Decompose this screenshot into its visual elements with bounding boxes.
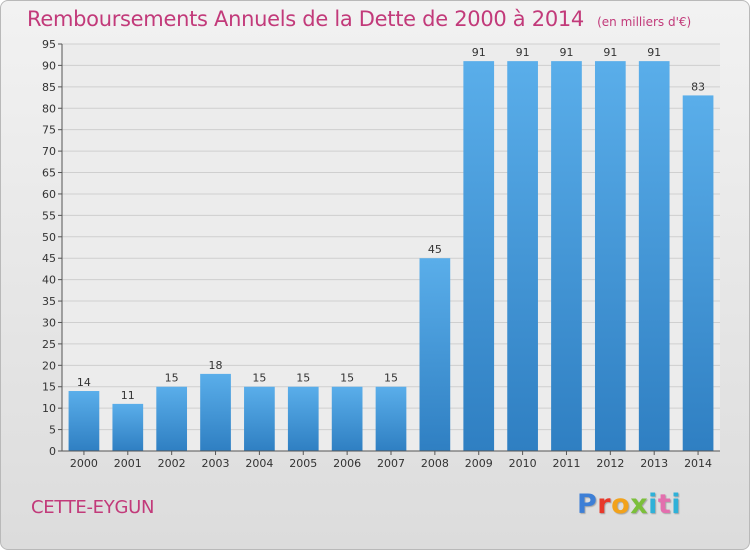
bar-value-label: 15 (252, 372, 266, 385)
chart-unit-note: (en milliers d'€) (597, 15, 692, 29)
bar-value-label: 15 (384, 372, 398, 385)
bar-value-label: 15 (165, 372, 179, 385)
y-tick-label: 5 (49, 424, 56, 437)
bar (200, 373, 231, 451)
logo-letter: P (577, 489, 598, 520)
bar (112, 403, 144, 451)
bar-value-label: 45 (428, 243, 442, 256)
bar (287, 386, 319, 451)
x-tick-label: 2003 (202, 457, 230, 470)
x-tick-label: 2009 (465, 457, 493, 470)
x-tick-label: 2012 (596, 457, 624, 470)
y-tick-label: 0 (49, 445, 56, 458)
bar (551, 61, 582, 451)
chart-title: Remboursements Annuels de la Dette de 20… (27, 7, 584, 31)
y-tick-label: 15 (42, 381, 56, 394)
x-tick-label: 2011 (552, 457, 580, 470)
bar (331, 386, 363, 451)
bar-value-label: 91 (559, 46, 573, 59)
bar (507, 61, 538, 451)
logo-letter: i (648, 489, 658, 520)
x-tick-label: 2000 (70, 457, 98, 470)
bar (68, 391, 100, 451)
y-tick-label: 95 (42, 38, 56, 51)
y-tick-label: 85 (42, 81, 56, 94)
commune-name: CETTE-EYGUN (31, 497, 155, 518)
proxiti-logo: Proxiti (577, 489, 681, 520)
bar (156, 386, 188, 451)
bar (375, 386, 407, 451)
bar-value-label: 91 (603, 46, 617, 59)
x-tick-label: 2004 (245, 457, 273, 470)
bar (244, 386, 275, 451)
y-tick-label: 70 (42, 145, 56, 158)
bar (638, 61, 670, 451)
x-tick-label: 2013 (640, 457, 668, 470)
logo-letter: r (597, 489, 612, 520)
bar-value-label: 15 (296, 372, 310, 385)
y-tick-label: 30 (42, 316, 56, 329)
x-tick-label: 2005 (289, 457, 317, 470)
bar (594, 61, 626, 451)
bar-value-label: 91 (647, 46, 661, 59)
y-tick-label: 40 (42, 274, 56, 287)
y-tick-label: 45 (42, 252, 56, 265)
bar-value-label: 91 (516, 46, 530, 59)
x-tick-label: 2007 (377, 457, 405, 470)
logo-letter: i (671, 489, 682, 520)
bar-value-label: 83 (691, 80, 705, 93)
bar (682, 95, 714, 452)
y-tick-label: 35 (42, 295, 56, 308)
x-tick-label: 2014 (684, 457, 712, 470)
bar-value-label: 91 (472, 46, 486, 59)
logo-letter: x (630, 489, 649, 520)
y-tick-label: 10 (42, 402, 56, 415)
y-tick-label: 75 (42, 124, 56, 137)
bar-value-label: 11 (121, 389, 135, 402)
chart-title-row: Remboursements Annuels de la Dette de 20… (27, 7, 691, 31)
x-tick-label: 2010 (509, 457, 537, 470)
logo-letter: t (657, 489, 672, 520)
y-tick-label: 25 (42, 338, 56, 351)
y-tick-label: 55 (42, 209, 56, 222)
bar-value-label: 18 (209, 359, 223, 372)
logo-letter: o (611, 489, 631, 520)
bar-value-label: 15 (340, 372, 354, 385)
y-tick-label: 90 (42, 59, 56, 72)
x-tick-label: 2006 (333, 457, 361, 470)
y-tick-label: 80 (42, 102, 56, 115)
bar (463, 61, 495, 451)
bar (419, 258, 451, 451)
x-tick-label: 2001 (114, 457, 142, 470)
x-tick-label: 2008 (421, 457, 449, 470)
y-tick-label: 20 (42, 359, 56, 372)
y-tick-label: 60 (42, 188, 56, 201)
y-tick-label: 65 (42, 167, 56, 180)
bar-value-label: 14 (77, 376, 91, 389)
y-tick-label: 50 (42, 231, 56, 244)
x-tick-label: 2002 (158, 457, 186, 470)
